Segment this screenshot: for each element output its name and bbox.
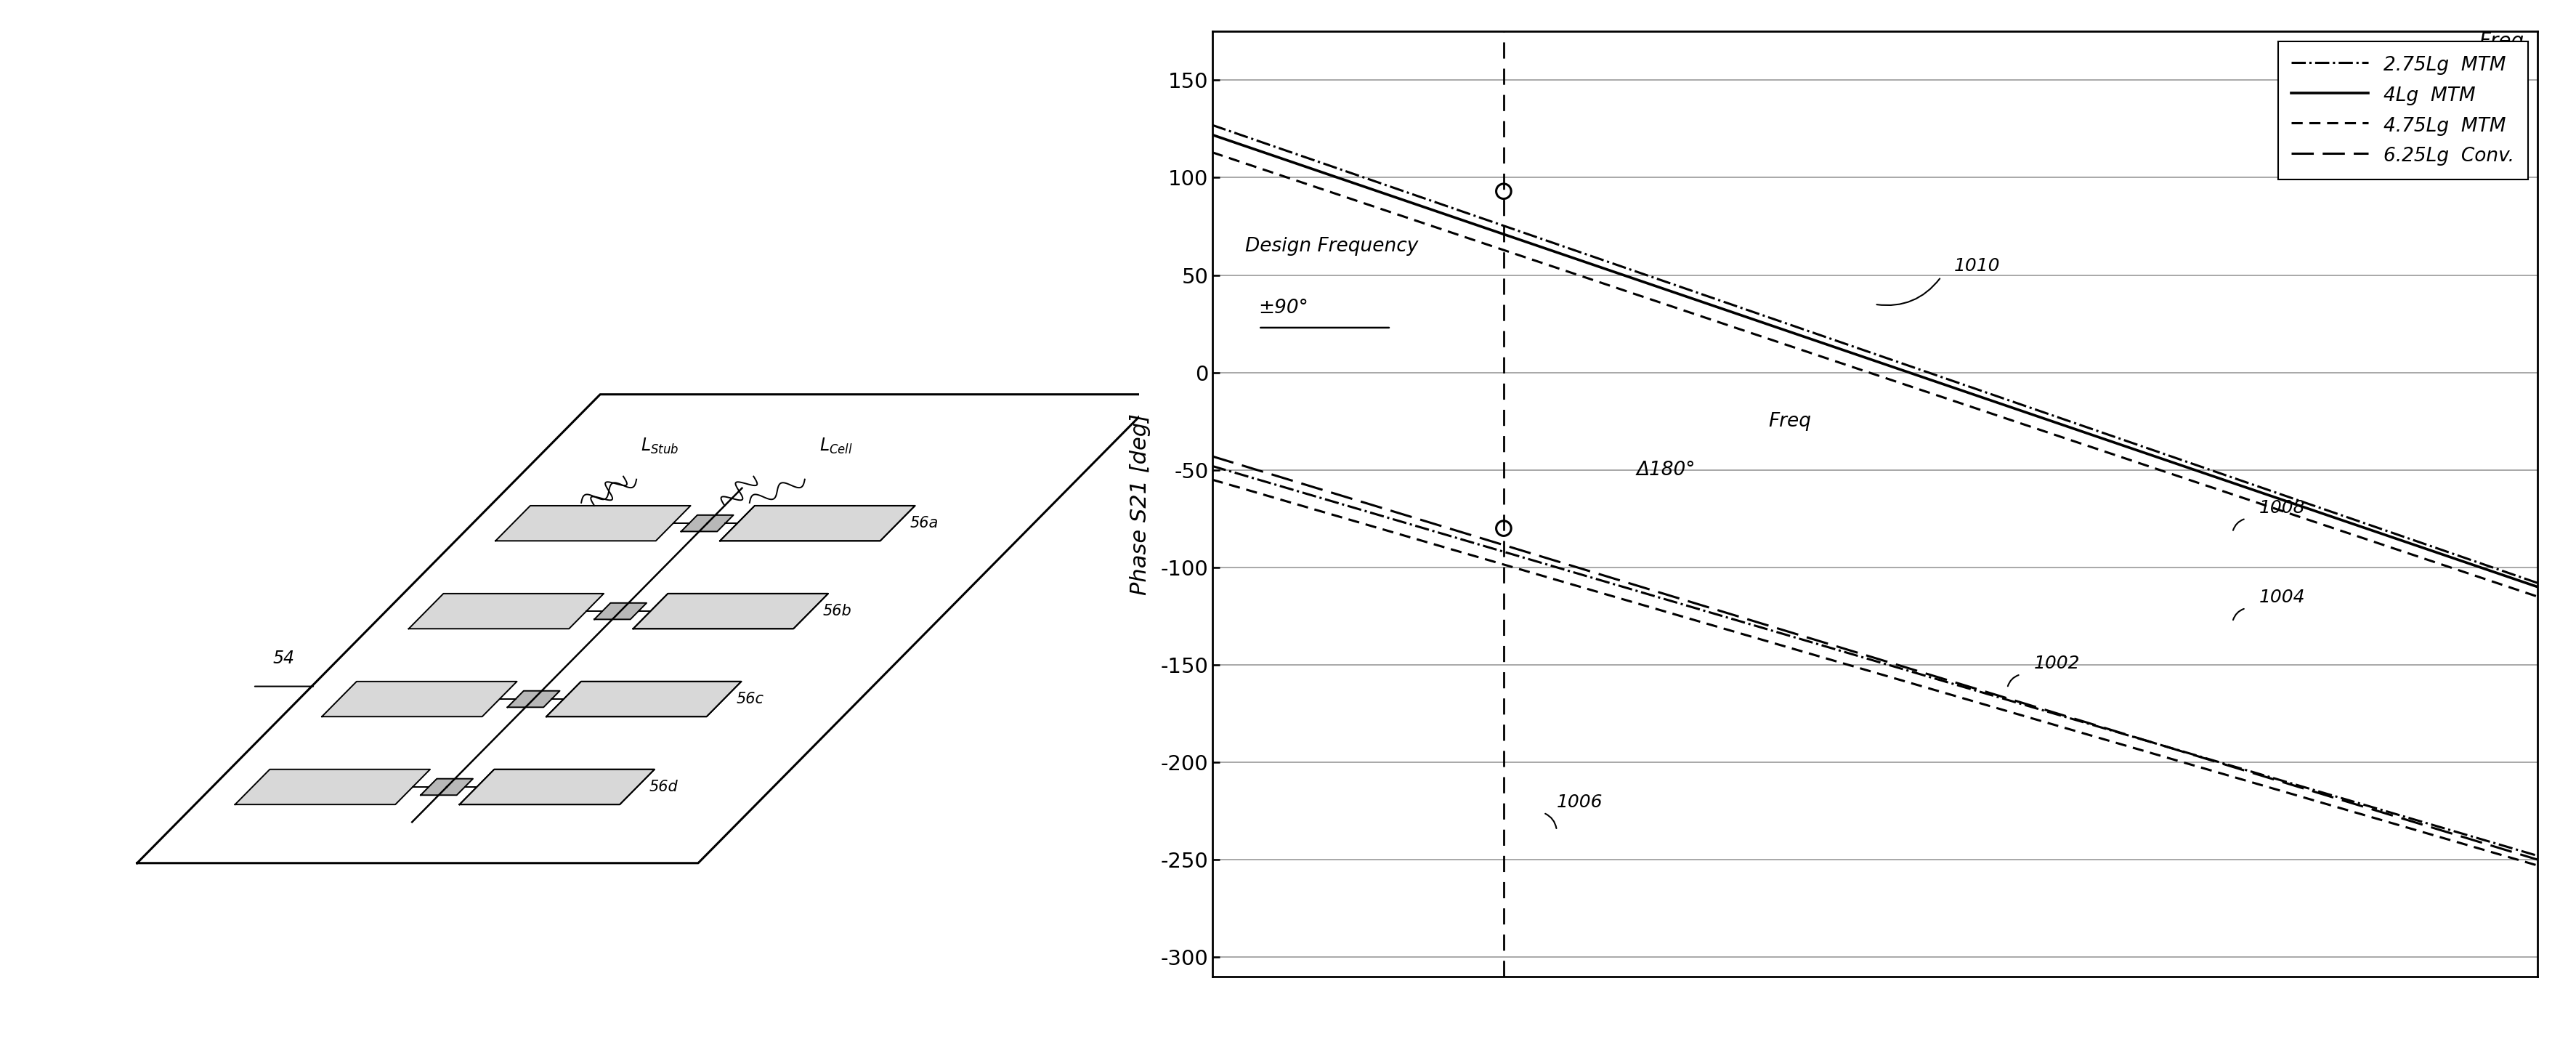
Polygon shape [459,770,654,804]
Text: 1006: 1006 [1556,793,1602,811]
Y-axis label: Phase S21 [deg]: Phase S21 [deg] [1128,413,1151,595]
Polygon shape [546,681,742,716]
Polygon shape [595,603,647,620]
Polygon shape [234,770,430,804]
Text: $\mathit{L}_{\mathit{Stub}}$: $\mathit{L}_{\mathit{Stub}}$ [641,437,677,456]
Point [1484,520,1525,537]
Polygon shape [322,681,518,716]
Polygon shape [634,593,827,629]
Text: 56c: 56c [737,692,762,707]
Text: $\mathit{L}_{\mathit{Cell}}$: $\mathit{L}_{\mathit{Cell}}$ [819,437,853,456]
Legend: 2.75Lg  MTM, 4Lg  MTM, 4.75Lg  MTM, 6.25Lg  Conv.: 2.75Lg MTM, 4Lg MTM, 4.75Lg MTM, 6.25Lg … [2277,41,2527,180]
Text: ±90°: ±90° [1260,298,1309,317]
Polygon shape [495,506,690,541]
Text: 1004: 1004 [2259,589,2306,606]
Text: Freq: Freq [2478,32,2524,51]
Text: 56d: 56d [649,780,677,794]
Text: 54: 54 [273,649,294,667]
Text: Freq: Freq [1770,412,1811,431]
Polygon shape [634,593,827,629]
Text: 1010: 1010 [1955,257,2002,275]
Text: 1008: 1008 [2259,499,2306,517]
Polygon shape [420,779,474,795]
Point [1484,183,1525,200]
Text: 56a: 56a [909,516,938,530]
Polygon shape [719,506,914,541]
Polygon shape [680,516,734,531]
Polygon shape [459,770,654,804]
Text: Design Frequency: Design Frequency [1244,236,1419,255]
Polygon shape [719,506,914,541]
Polygon shape [410,593,603,629]
Text: 56b: 56b [822,604,853,618]
Text: Δ180°: Δ180° [1636,461,1695,480]
Polygon shape [546,681,742,716]
Text: 1002: 1002 [2035,655,2079,672]
Polygon shape [507,691,559,708]
